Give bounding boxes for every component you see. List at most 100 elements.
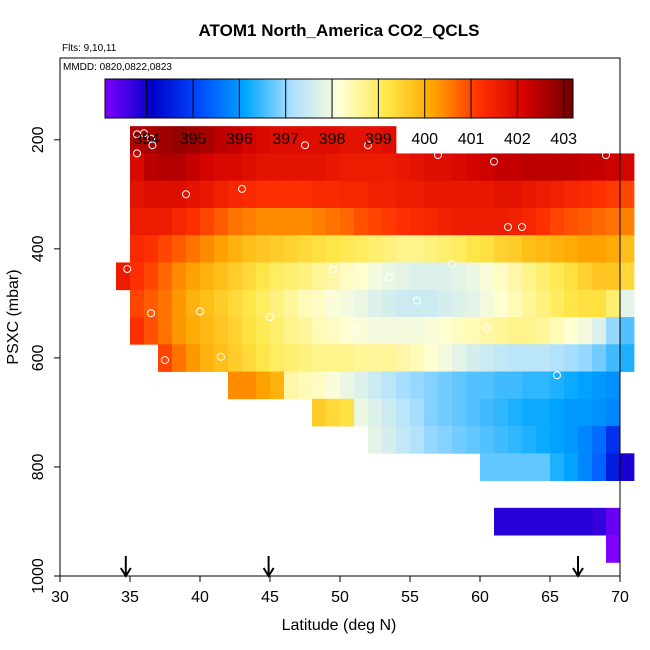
heatmap-cell xyxy=(536,289,551,318)
heatmap-cell xyxy=(270,262,285,291)
heatmap-cell xyxy=(564,153,579,182)
heatmap-cell xyxy=(312,235,327,263)
heatmap-cell xyxy=(592,398,607,427)
heatmap-cell xyxy=(298,126,313,154)
heatmap-cell xyxy=(368,180,383,209)
heatmap-cell xyxy=(606,398,621,427)
sample-point xyxy=(301,141,309,150)
heatmap-cell xyxy=(172,180,187,209)
heatmap-cell xyxy=(172,289,187,318)
heatmap-cell xyxy=(340,153,355,182)
heatmap-cell xyxy=(578,344,593,372)
heatmap-cell xyxy=(200,344,215,372)
heatmap-cell xyxy=(144,153,159,182)
heatmap-cell xyxy=(424,180,439,209)
heatmap-cell xyxy=(536,180,551,209)
sample-point xyxy=(350,325,358,334)
heatmap-cell xyxy=(536,207,551,236)
heatmap-cell xyxy=(256,207,271,236)
heatmap-cell xyxy=(438,262,453,291)
heatmap-cell xyxy=(186,153,201,182)
heatmap-cell xyxy=(214,344,229,372)
heatmap-cell xyxy=(480,262,495,291)
sample-point xyxy=(504,223,512,231)
heatmap-cell xyxy=(340,180,355,209)
heatmap-cell xyxy=(578,426,593,454)
heatmap-cell xyxy=(578,235,593,263)
heatmap-cell xyxy=(578,180,593,209)
heatmap-cell xyxy=(158,317,173,345)
heatmap-cell xyxy=(186,126,201,154)
heatmap-cell xyxy=(592,180,607,209)
heatmap-cell xyxy=(508,262,523,291)
heatmap-cell xyxy=(410,344,425,372)
sample-point xyxy=(123,265,132,273)
x-tick-label: 55 xyxy=(401,589,419,606)
heatmap-cell xyxy=(410,235,425,263)
heatmap-cell xyxy=(424,262,439,291)
colorbar-tick-label: 402 xyxy=(504,131,531,148)
heatmap-cell xyxy=(186,235,201,263)
heatmap-cell xyxy=(620,289,635,318)
x-tick-label: 65 xyxy=(541,589,559,606)
heatmap-cell xyxy=(536,507,551,536)
heatmap-cell xyxy=(242,207,257,236)
heatmap-cell xyxy=(494,371,509,400)
heatmap-cell xyxy=(144,180,159,209)
heatmap-cell xyxy=(130,262,145,291)
heatmap-cell xyxy=(284,207,299,236)
heatmap-cell xyxy=(354,207,369,236)
heatmap-cell xyxy=(368,371,383,400)
heatmap-cell xyxy=(200,153,215,182)
heatmap-cell xyxy=(466,426,481,454)
heatmap-cell xyxy=(522,289,537,318)
heatmap-cell xyxy=(214,180,229,209)
heatmap-cell xyxy=(228,126,243,154)
heatmap-cell xyxy=(214,207,229,236)
heatmap-cell xyxy=(550,507,565,536)
heatmap-cell xyxy=(578,453,593,481)
heatmap-cell xyxy=(186,262,201,291)
heatmap-cell xyxy=(522,507,537,536)
heatmap-cell xyxy=(536,262,551,291)
heatmap-cell xyxy=(466,180,481,209)
heatmap-cell xyxy=(466,371,481,400)
heatmap-cell xyxy=(368,235,383,263)
heatmap-cell xyxy=(242,153,257,182)
heatmap-cell xyxy=(284,317,299,345)
heatmap-cell xyxy=(354,344,369,372)
heatmap-cell xyxy=(606,317,621,345)
heatmap-cell xyxy=(158,126,173,154)
heatmap-cell xyxy=(256,153,271,182)
heatmap-cell xyxy=(200,289,215,318)
sample-point xyxy=(217,352,225,361)
heatmap-cell xyxy=(326,371,341,400)
heatmap-cell xyxy=(606,371,621,400)
heatmap-cell xyxy=(382,207,397,236)
colorbar-tick-label: 401 xyxy=(458,131,485,148)
heatmap-cell xyxy=(438,180,453,209)
heatmap-cell xyxy=(438,426,453,454)
heatmap-cell xyxy=(578,507,593,536)
heatmap-cell xyxy=(592,344,607,372)
heatmap-cell xyxy=(578,153,593,182)
heatmap-cell xyxy=(480,153,495,182)
heatmap-cell xyxy=(298,344,313,372)
colorbar-tick-label: 394 xyxy=(133,131,160,148)
heatmap-cell xyxy=(256,371,271,400)
heatmap-cell xyxy=(382,235,397,263)
heatmap-cell xyxy=(144,289,159,318)
heatmap-cell xyxy=(592,317,607,345)
heatmap-cell xyxy=(270,344,285,372)
heatmap-cell xyxy=(508,344,523,372)
heatmap-cell xyxy=(396,153,411,182)
sample-point xyxy=(182,190,190,199)
sample-point xyxy=(413,296,421,305)
heatmap-cell xyxy=(494,317,509,345)
heatmap-cell xyxy=(508,453,523,481)
heatmap-cell xyxy=(242,289,257,318)
heatmap-cell xyxy=(410,426,425,454)
heatmap-cell xyxy=(172,126,187,154)
heatmap-cell xyxy=(172,317,187,345)
heatmap-cell xyxy=(522,262,537,291)
